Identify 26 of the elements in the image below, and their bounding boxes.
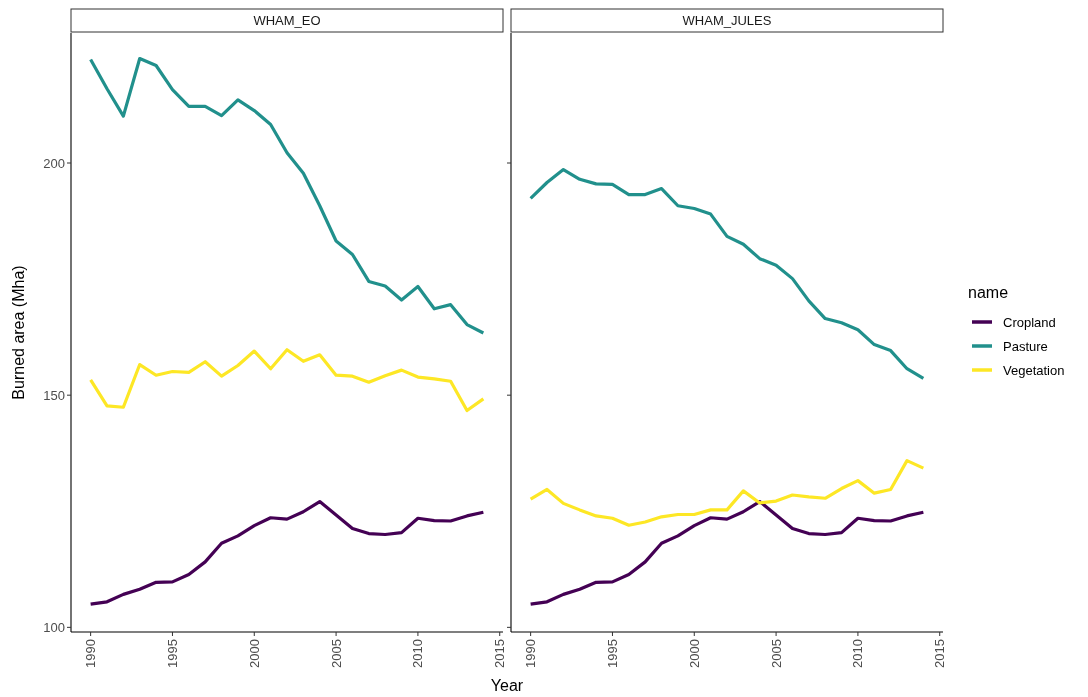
y-tick-label: 100 xyxy=(43,619,65,635)
x-tick-label: 2000 xyxy=(246,639,262,668)
x-tick-label: 2015 xyxy=(492,639,508,668)
y-tick-label: 200 xyxy=(43,155,65,171)
x-tick-label: 2005 xyxy=(768,639,784,668)
x-tick-label: 2015 xyxy=(932,639,948,668)
legend-label: Vegetation xyxy=(1003,362,1065,378)
x-tick-label: 1995 xyxy=(165,639,180,668)
line-series xyxy=(89,56,485,335)
x-tick-label: 2000 xyxy=(686,639,702,668)
line-series xyxy=(89,499,485,606)
x-tick-label: 2010 xyxy=(410,639,426,668)
chart-title: WHAM_JULES xyxy=(682,13,772,28)
legend-title: name xyxy=(968,284,1009,301)
line-series xyxy=(89,348,485,413)
chart-title: WHAM_EO xyxy=(253,13,321,28)
x-tick-label: 1990 xyxy=(83,639,99,668)
legend-label: Pasture xyxy=(1003,338,1048,354)
x-axis-title: Year xyxy=(490,677,524,694)
legend-label: Cropland xyxy=(1003,314,1056,330)
x-tick-label: 1990 xyxy=(523,639,539,668)
x-tick-label: 2005 xyxy=(328,639,344,668)
x-tick-label: 1995 xyxy=(605,639,620,668)
y-axis-title: Burned area (Mha) xyxy=(10,265,27,400)
y-tick-label: 150 xyxy=(43,387,65,403)
x-tick-label: 2010 xyxy=(850,639,866,668)
